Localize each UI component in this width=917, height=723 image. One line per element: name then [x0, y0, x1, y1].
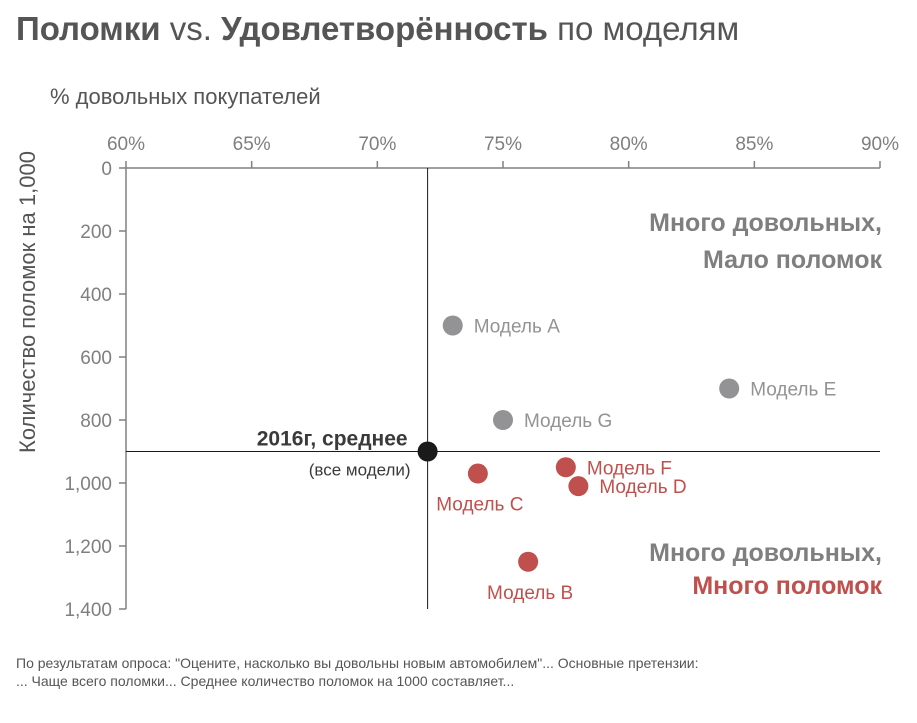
quadrant-bottom-line2: Много поломок [692, 572, 882, 600]
x-axis-title: % довольных покупателей [50, 84, 321, 109]
data-point-label: Модель F [587, 458, 672, 479]
average-point [417, 441, 438, 462]
data-point [719, 378, 740, 399]
footnote-line1: По результатам опроса: "Оцените, насколь… [16, 655, 699, 671]
y-tick-label: 400 [80, 285, 112, 306]
x-tick-label: 75% [484, 134, 522, 155]
footnote: По результатам опроса: "Оцените, насколь… [16, 654, 699, 690]
average-sublabel: (все модели) [309, 461, 411, 480]
quadrant-top-line2: Мало поломок [703, 246, 882, 274]
x-tick-label: 90% [861, 134, 899, 155]
x-tick-label: 80% [610, 134, 648, 155]
quadrant-top-line1: Много довольных, [649, 209, 882, 237]
data-point [493, 410, 513, 430]
data-point-label: Модель B [487, 583, 573, 604]
average-reference-lines [126, 168, 880, 609]
y-tick-label: 1,000 [64, 474, 112, 495]
y-tick-label: 1,200 [64, 537, 112, 558]
x-tick-label: 85% [735, 134, 773, 155]
data-point [555, 457, 576, 478]
title-part-by-models: по моделям [547, 10, 740, 47]
chart-title: Поломки vs. Удовлетворённость по моделям [16, 10, 739, 48]
data-points: Модель A Модель E Модель G Модель C Модель F… [257, 315, 836, 604]
title-part-satisfaction: Удовлетворённость [221, 10, 548, 47]
data-point-label: Модель D [599, 477, 686, 498]
data-point [442, 315, 463, 336]
y-tick-label: 200 [80, 222, 112, 243]
quadrant-bottom-line1: Много довольных, [649, 539, 882, 567]
y-tick-label: 0 [101, 159, 112, 180]
y-tick-label: 800 [80, 411, 112, 432]
data-point [518, 551, 539, 572]
data-point [467, 463, 488, 484]
x-tick-label: 65% [233, 134, 271, 155]
average-label: 2016г, среднее [257, 428, 408, 451]
data-point-label: Модель E [750, 380, 836, 401]
data-point-label: Модель G [524, 411, 612, 432]
x-tick-label: 70% [358, 134, 396, 155]
data-point-label: Модель A [474, 317, 560, 338]
y-tick-label: 600 [80, 348, 112, 369]
annotations: Много довольных, Мало поломок Много дово… [649, 209, 882, 600]
footnote-line2: ... Чаще всего поломки... Среднее количе… [16, 673, 515, 689]
data-point-label: Модель C [436, 495, 523, 516]
axes: 60% 65% 70% 75% 80% 85% 90% 0 200 400 600 800 1,000 1… [64, 134, 899, 621]
y-tick-label: 1,400 [64, 600, 112, 621]
title-part-vs: vs. [160, 10, 222, 47]
title-part-breakdowns: Поломки [16, 10, 161, 47]
data-point [568, 476, 589, 497]
x-tick-label: 60% [107, 134, 145, 155]
